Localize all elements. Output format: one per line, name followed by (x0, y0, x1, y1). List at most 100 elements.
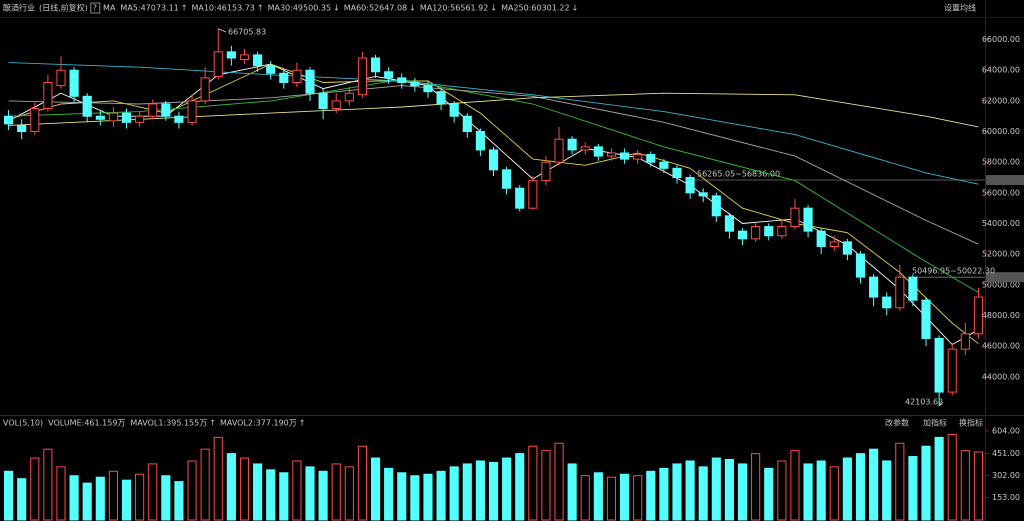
extreme-annotation: 42103.62 (905, 398, 943, 407)
volume-bar (829, 466, 839, 521)
candle-body (318, 92, 328, 110)
volume-bar (790, 450, 800, 521)
volume-bar (161, 475, 171, 521)
candle-body (973, 296, 984, 335)
trend-arrow: ↓ (490, 4, 497, 13)
volume-bar (593, 472, 603, 521)
indicator-button[interactable]: 加指标 (923, 418, 947, 428)
volume-bar (3, 470, 14, 521)
volume-bar (567, 463, 577, 521)
period-label: (日线,前复权) (39, 3, 88, 13)
volume-title: VOL(5,10) (3, 419, 43, 428)
volume-bar (397, 472, 407, 521)
volume-bar (436, 470, 446, 521)
volume-bar (423, 473, 433, 521)
volume-bar (895, 442, 905, 521)
volume-bar (685, 460, 695, 521)
y-tick-label: 62000.00 (982, 96, 1020, 105)
volume-bar (580, 475, 590, 521)
trend-arrow: ↓ (333, 4, 340, 13)
settings-button[interactable]: 设置均线 (944, 3, 976, 13)
volume-bar (449, 466, 459, 521)
y-tick-label: 604.00 (992, 426, 1020, 435)
candle-body (200, 77, 210, 102)
volume-legend: VOLUME:461.159万 (48, 419, 125, 428)
candle-body (226, 51, 236, 59)
volume-bar (751, 453, 761, 521)
volume-bar (855, 453, 866, 521)
y-tick-label: 451.00 (992, 449, 1020, 458)
candle-body (370, 57, 381, 73)
volume-bar (357, 445, 367, 521)
trend-arrow: ↓ (409, 4, 416, 13)
candle-body (672, 167, 682, 179)
volume-bar (934, 436, 944, 521)
volume-bar (239, 457, 250, 521)
ma-legend: MA250:60301.22 (501, 4, 570, 13)
sector-title: 酿酒行业 (3, 3, 35, 13)
volume-bar (410, 475, 420, 521)
trend-arrow: ↑ (257, 4, 264, 13)
candle-body (960, 333, 970, 350)
volume-bar (659, 467, 669, 521)
candle-body (515, 187, 525, 209)
candle-body (69, 69, 79, 97)
ma-legend: MA10:46153.73 (191, 4, 254, 13)
trend-arrow: ↑ (181, 4, 188, 13)
candle-body (934, 337, 944, 393)
help-box[interactable] (90, 2, 101, 14)
candle-body (711, 195, 721, 217)
candle-body (541, 161, 551, 182)
ma-line (8, 78, 979, 293)
volume-bar (803, 463, 813, 521)
volume-bar (646, 470, 656, 521)
candle-body (462, 115, 472, 133)
indicator-button[interactable]: 换指标 (959, 418, 983, 428)
volume-bar (737, 463, 748, 521)
candle-body (3, 115, 14, 125)
candle-body (213, 51, 223, 77)
ma-line (8, 62, 979, 185)
y-tick-label: 52000.00 (982, 250, 1020, 259)
ma-legend: MA120:56561.92 (420, 4, 489, 13)
y-tick-label: 66000.00 (982, 35, 1020, 44)
candle-body (751, 226, 761, 240)
candle-body (488, 149, 499, 171)
candle-body (174, 115, 184, 123)
price-tag (986, 272, 1024, 283)
candle-body (357, 57, 367, 96)
candle-body (737, 230, 748, 240)
volume-bar (292, 460, 302, 521)
y-tick-label: 56000.00 (982, 188, 1020, 197)
y-tick-label: 64000.00 (982, 66, 1020, 75)
candle-body (895, 276, 905, 309)
candle-body (82, 95, 92, 117)
volume-bar (17, 478, 27, 521)
candle-body (108, 112, 118, 122)
y-tick-label: 46000.00 (982, 342, 1020, 351)
candle-body (869, 276, 879, 298)
trend-arrow: ↑ (209, 419, 216, 428)
candle-body (528, 180, 538, 209)
volume-bar (502, 457, 512, 521)
volume-bar (305, 466, 315, 521)
ma-line (8, 85, 979, 245)
y-tick-label: 50000.00 (982, 280, 1020, 289)
volume-bar (515, 453, 525, 521)
volume-bar (69, 475, 79, 521)
y-tick-label: 44000.00 (982, 372, 1020, 381)
candle-body (475, 131, 485, 151)
candle-body (253, 54, 263, 67)
candle-body (43, 81, 53, 110)
candle-body (698, 192, 708, 197)
candle-body (436, 91, 446, 105)
help-button[interactable]: ? (93, 4, 97, 13)
candle-body (344, 92, 354, 102)
volume-bar (135, 473, 145, 521)
candle-body (777, 226, 787, 237)
candle-body (135, 115, 145, 123)
candle-body (921, 299, 931, 339)
candle-body (685, 177, 695, 194)
indicator-button[interactable]: 改参数 (885, 418, 909, 428)
volume-bar (869, 448, 879, 521)
